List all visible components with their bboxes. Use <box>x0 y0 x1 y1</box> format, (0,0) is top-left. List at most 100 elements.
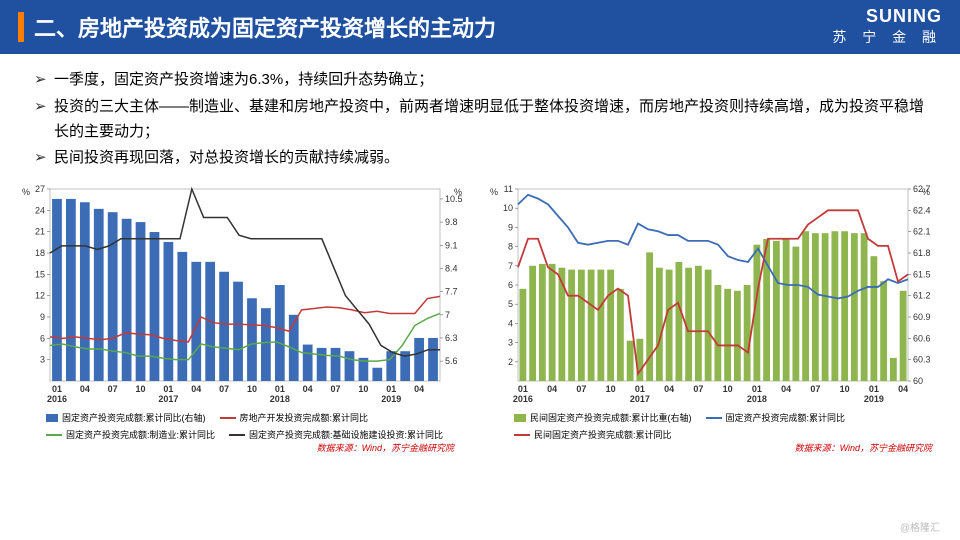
svg-text:61.8: 61.8 <box>913 248 931 258</box>
slide: 二、房地产投资成为固定资产投资增长的主动力 SUNING 苏 宁 金 融 一季度… <box>0 0 960 540</box>
svg-text:10: 10 <box>503 203 513 213</box>
svg-text:2017: 2017 <box>158 394 178 404</box>
legend-swatch <box>706 417 722 419</box>
svg-text:9.8: 9.8 <box>445 217 458 227</box>
svg-text:6: 6 <box>508 280 513 290</box>
svg-text:10: 10 <box>136 384 146 394</box>
svg-text:2018: 2018 <box>747 394 767 404</box>
chart-right-svg: 234567891011%6060.360.660.961.261.561.86… <box>484 179 942 409</box>
svg-text:01: 01 <box>163 384 173 394</box>
svg-text:5.6: 5.6 <box>445 356 458 366</box>
chart-left-legend: 固定资产投资完成额:累计同比(右轴) 房地产开发投资完成额:累计同比固定资产投资完… <box>16 409 474 441</box>
svg-text:60.6: 60.6 <box>913 333 931 343</box>
svg-text:10: 10 <box>840 384 850 394</box>
legend-item: 民间固定资产投资完成额:累计同比 <box>514 428 672 441</box>
svg-text:10: 10 <box>606 384 616 394</box>
svg-text:60.9: 60.9 <box>913 312 931 322</box>
svg-text:01: 01 <box>275 384 285 394</box>
svg-text:27: 27 <box>35 184 45 194</box>
svg-text:9: 9 <box>508 222 513 232</box>
chart-right-source: 数据来源：Wind，苏宁金融研究院 <box>484 441 942 454</box>
brand-en: SUNING <box>832 6 942 27</box>
slide-title: 二、房地产投资成为固定资产投资增长的主动力 <box>34 11 496 43</box>
svg-text:10: 10 <box>358 384 368 394</box>
svg-text:04: 04 <box>781 384 791 394</box>
svg-text:62.4: 62.4 <box>913 205 931 215</box>
svg-text:04: 04 <box>80 384 90 394</box>
svg-text:6.3: 6.3 <box>445 333 458 343</box>
svg-text:04: 04 <box>547 384 557 394</box>
svg-text:9: 9 <box>40 312 45 322</box>
svg-text:5: 5 <box>508 299 513 309</box>
legend-swatch <box>229 434 245 436</box>
svg-text:07: 07 <box>693 384 703 394</box>
legend-label: 固定资产投资完成额:累计同比 <box>726 411 846 424</box>
svg-text:07: 07 <box>576 384 586 394</box>
legend-item: 固定资产投资完成额:制造业:累计同比 <box>46 428 215 441</box>
brand-block: SUNING 苏 宁 金 融 <box>832 6 942 47</box>
chart-left-svg: 369121518212427%5.66.377.78.49.19.810.5%… <box>16 179 474 409</box>
svg-text:4: 4 <box>508 318 513 328</box>
svg-text:2019: 2019 <box>864 394 884 404</box>
svg-text:11: 11 <box>504 184 513 194</box>
header-accent-bar <box>18 12 24 42</box>
legend-swatch <box>46 414 58 422</box>
bullet-item: 民间投资再现回落，对总投资增长的贡献持续减弱。 <box>34 146 926 171</box>
svg-text:61.2: 61.2 <box>913 291 931 301</box>
legend-label: 房地产开发投资完成额:累计同比 <box>240 411 369 424</box>
svg-text:04: 04 <box>414 384 424 394</box>
svg-text:7: 7 <box>445 310 450 320</box>
legend-swatch <box>220 417 236 419</box>
svg-text:7.7: 7.7 <box>445 287 458 297</box>
svg-text:07: 07 <box>219 384 229 394</box>
svg-text:01: 01 <box>518 384 528 394</box>
svg-text:8: 8 <box>508 242 513 252</box>
legend-label: 民间固定资产投资完成额:累计同比 <box>534 428 672 441</box>
svg-text:7: 7 <box>508 261 513 271</box>
svg-text:3: 3 <box>508 338 513 348</box>
chart-right-legend: 民间固定资产投资完成额:累计比重(右轴) 固定资产投资完成额:累计同比民间固定资产… <box>484 409 942 441</box>
legend-item: 民间固定资产投资完成额:累计比重(右轴) <box>514 411 692 424</box>
svg-text:01: 01 <box>635 384 645 394</box>
bullet-item: 一季度，固定资产投资增速为6.3%，持续回升态势确立； <box>34 68 926 93</box>
svg-text:12: 12 <box>35 291 45 301</box>
svg-text:%: % <box>22 187 30 197</box>
brand-cn: 苏 宁 金 融 <box>832 27 942 47</box>
legend-item: 固定资产投资完成额:累计同比 <box>706 411 846 424</box>
svg-text:07: 07 <box>108 384 118 394</box>
chart-right: 234567891011%6060.360.660.961.261.561.86… <box>484 179 942 479</box>
svg-text:04: 04 <box>303 384 313 394</box>
legend-label: 固定资产投资完成额:制造业:累计同比 <box>66 428 215 441</box>
svg-text:04: 04 <box>191 384 201 394</box>
svg-text:6: 6 <box>40 333 45 343</box>
chart-left-source: 数据来源：Wind，苏宁金融研究院 <box>16 441 474 454</box>
svg-text:%: % <box>922 187 930 197</box>
svg-text:01: 01 <box>869 384 879 394</box>
svg-text:3: 3 <box>40 355 45 365</box>
svg-text:24: 24 <box>35 205 45 215</box>
svg-text:07: 07 <box>331 384 341 394</box>
legend-item: 固定资产投资完成额:基础设施建设投资:累计同比 <box>229 428 443 441</box>
chart-left: 369121518212427%5.66.377.78.49.19.810.5%… <box>16 179 474 479</box>
svg-text:01: 01 <box>386 384 396 394</box>
svg-text:61.5: 61.5 <box>913 269 931 279</box>
svg-text:2016: 2016 <box>513 394 533 404</box>
svg-text:10: 10 <box>247 384 257 394</box>
svg-text:60.3: 60.3 <box>913 355 931 365</box>
legend-label: 民间固定资产投资完成额:累计比重(右轴) <box>530 411 692 424</box>
svg-text:%: % <box>454 187 462 197</box>
charts-row: 369121518212427%5.66.377.78.49.19.810.5%… <box>0 179 960 479</box>
bullet-item: 投资的三大主体——制造业、基建和房地产投资中，前两者增速明显低于整体投资增速，而… <box>34 95 926 145</box>
svg-text:07: 07 <box>810 384 820 394</box>
svg-text:10: 10 <box>723 384 733 394</box>
legend-item: 固定资产投资完成额:累计同比(右轴) <box>46 411 206 424</box>
legend-label: 固定资产投资完成额:基础设施建设投资:累计同比 <box>249 428 443 441</box>
svg-text:60: 60 <box>913 376 923 386</box>
svg-text:62.1: 62.1 <box>913 227 931 237</box>
svg-text:2017: 2017 <box>630 394 650 404</box>
header: 二、房地产投资成为固定资产投资增长的主动力 SUNING 苏 宁 金 融 <box>0 0 960 54</box>
svg-text:18: 18 <box>35 248 45 258</box>
svg-text:01: 01 <box>752 384 762 394</box>
svg-text:21: 21 <box>35 227 45 237</box>
svg-text:2018: 2018 <box>270 394 290 404</box>
